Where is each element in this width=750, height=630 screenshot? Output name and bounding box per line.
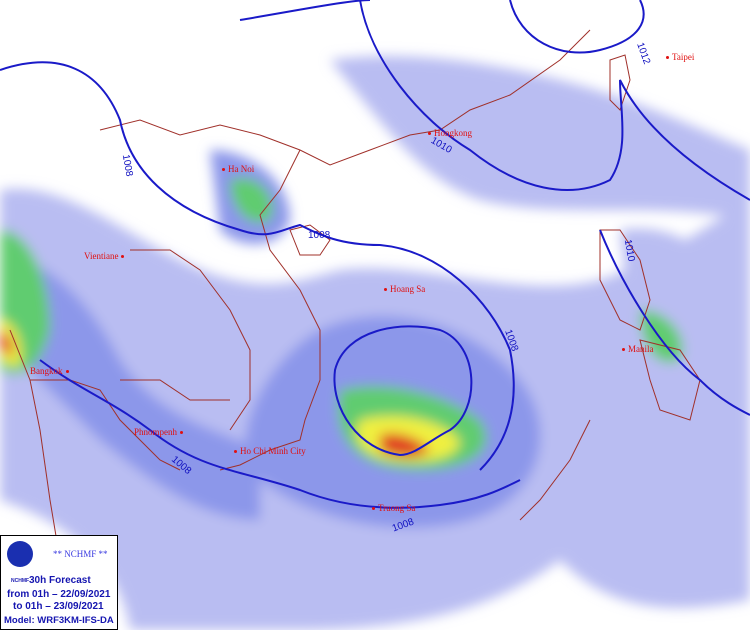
isobar-label: 1008 xyxy=(308,230,331,241)
city-name: Phnompenh xyxy=(134,427,178,437)
city-label: Bangkok xyxy=(30,366,72,376)
city-marker-icon xyxy=(384,288,387,292)
city-name: Hoang Sa xyxy=(390,284,426,294)
isobar-1008-west xyxy=(0,61,515,471)
logo-caption: NCHMF xyxy=(11,578,30,584)
isobar-1012 xyxy=(509,0,645,54)
city-label: Ha Noi xyxy=(222,164,254,174)
isobar-1008-top xyxy=(239,0,371,21)
city-name: Bangkok xyxy=(30,366,63,376)
city-label: Phnompenh xyxy=(134,427,186,437)
forecast-from: from 01h – 22/09/2021 xyxy=(7,589,111,600)
isobar-1008-south xyxy=(39,359,521,509)
city-marker-icon xyxy=(666,56,669,60)
isobar-1010-east xyxy=(599,229,750,416)
city-marker-icon xyxy=(222,168,225,172)
city-marker-icon xyxy=(622,348,625,352)
city-marker-icon xyxy=(234,450,237,454)
city-name: Ha Noi xyxy=(228,164,255,174)
city-name: Ho Chi Minh City xyxy=(240,446,306,456)
city-label: Hongkong xyxy=(428,128,472,138)
city-name: Truong Sa xyxy=(378,503,416,513)
city-label: Taipei xyxy=(666,52,694,62)
isobars xyxy=(0,0,750,509)
forecast-hours: 30h Forecast xyxy=(29,575,91,586)
country-borders xyxy=(9,29,701,561)
city-name: Taipei xyxy=(672,52,695,62)
city-label: Manila xyxy=(622,344,654,354)
city-name: Manila xyxy=(628,344,654,354)
isobar-1010-north xyxy=(359,0,750,201)
city-name: Vientiane xyxy=(84,251,119,261)
city-label: Hoang Sa xyxy=(384,284,425,294)
forecast-to: to 01h – 23/09/2021 xyxy=(13,601,104,612)
rainfall-field xyxy=(0,56,750,630)
city-marker-icon xyxy=(121,255,125,259)
city-marker-icon xyxy=(372,507,375,511)
city-label: Vientiane xyxy=(84,251,127,261)
model-name: Model: WRF3KM-IFS-DA xyxy=(4,615,114,626)
city-marker-icon xyxy=(65,370,69,374)
organization-name: ** NCHMF ** xyxy=(53,549,108,559)
nchmf-logo xyxy=(7,541,33,567)
city-label: Truong Sa xyxy=(372,503,415,513)
city-label: Ho Chi Minh City xyxy=(234,446,306,456)
city-marker-icon xyxy=(428,132,431,136)
city-marker-icon xyxy=(180,431,184,435)
city-name: Hongkong xyxy=(434,128,472,138)
isobar-1008-low xyxy=(333,325,473,457)
forecast-legend-box: ** NCHMF ** NCHMF 30h Forecast from 01h … xyxy=(0,535,118,630)
